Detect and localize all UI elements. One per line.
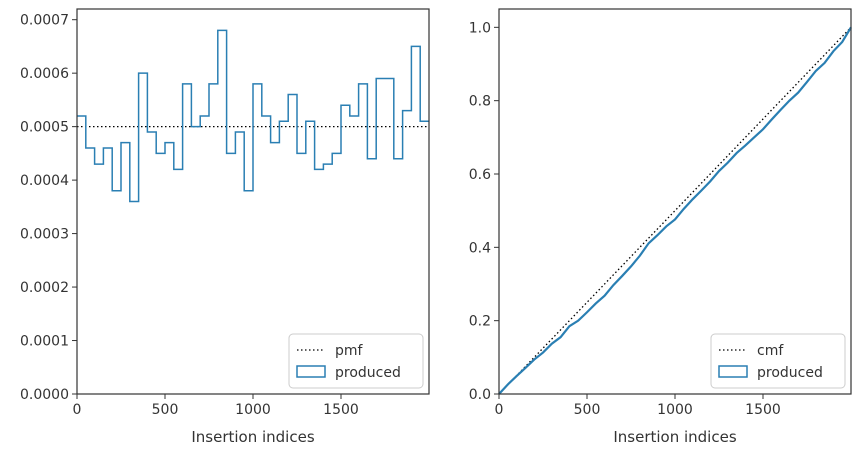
produced-cumulative-line [498,26,852,395]
legend-produced-label: produced [757,365,823,381]
x-tick-label: 0 [495,402,504,418]
legend-produced-swatch [718,365,748,378]
y-tick-label: 0.0002 [20,280,69,296]
legend: pmf produced [288,333,424,389]
x-axis-label: Insertion indices [191,428,314,446]
pmf-histogram-panel: 0 500 1000 1500 0.0000 0.0001 0.0002 0.0003 0.0… [20,8,430,446]
y-tick-label: 0.4 [469,240,491,256]
y-tick-label: 0.6 [469,167,491,183]
legend-ref-label: cmf [757,343,784,359]
y-tick-label: 0.8 [469,94,491,110]
y-tick-label: 0.0003 [20,227,69,243]
legend-ref-label: pmf [335,343,364,359]
y-tick-label: 1.0 [469,20,491,36]
x-tick-label: 500 [574,402,601,418]
y-tick-label: 0.0006 [20,66,69,82]
plot-frame [498,8,852,395]
y-tick-label: 0.0005 [20,120,69,136]
legend-produced-swatch [296,365,326,378]
cmf-cumulative-panel: 0 500 1000 1500 0.0 0.2 0.4 0.6 0.8 1.0 Insertio… [469,8,852,446]
y-tick-label: 0.0001 [20,334,69,350]
y-tick-label: 0.0 [469,387,491,403]
x-tick-label: 1500 [745,402,781,418]
y-tick-label: 0.0004 [20,173,69,189]
x-tick-label: 1000 [235,402,271,418]
y-tick-label: 0.0000 [20,387,69,403]
x-tick-label: 1000 [657,402,693,418]
produced-histogram [77,29,429,203]
plot-frame [76,8,430,395]
legend-box [288,333,424,389]
cmf-line [498,26,852,395]
x-tick-label: 1500 [323,402,359,418]
legend-produced-label: produced [335,365,401,381]
x-tick-label: 500 [152,402,179,418]
x-tick-label: 0 [73,402,82,418]
legend: cmf produced [710,333,846,389]
y-tick-label: 0.0007 [20,13,69,29]
x-axis-label: Insertion indices [613,428,736,446]
y-tick-label: 0.2 [469,314,491,330]
legend-box [710,333,846,389]
